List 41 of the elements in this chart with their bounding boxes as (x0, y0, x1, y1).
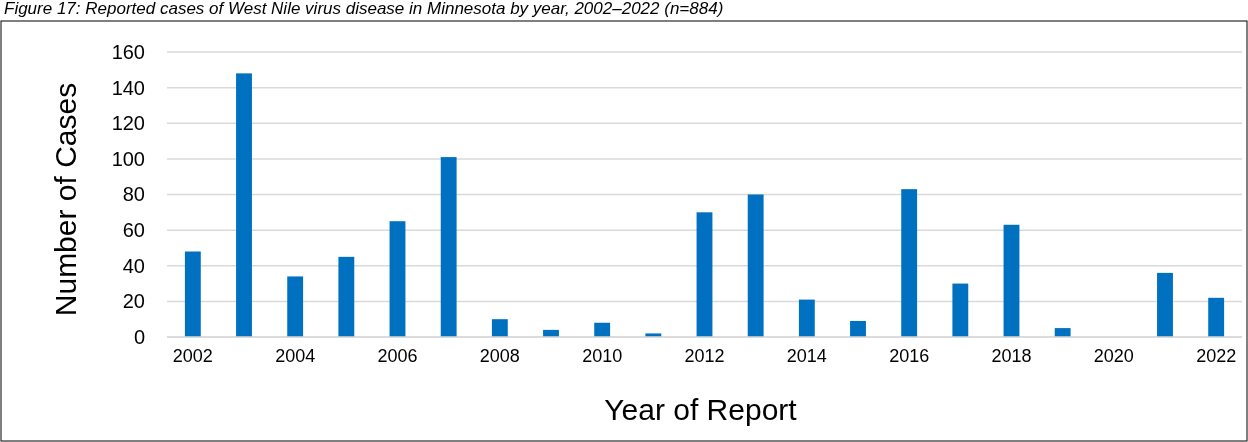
bar (747, 194, 764, 337)
bar (696, 212, 713, 337)
bar (594, 322, 611, 337)
bar (287, 276, 304, 337)
bar (952, 283, 969, 337)
bar (440, 157, 457, 337)
bar (184, 251, 201, 337)
y-tick-label: 120 (111, 112, 145, 135)
bar (798, 299, 815, 337)
y-tick-label: 80 (122, 183, 145, 206)
x-tick-label: 2010 (582, 345, 623, 366)
y-tick-label: 140 (111, 76, 145, 99)
chart-title: Figure 17: Reported cases of West Nile virus disease in Minnesota by year, 2002–2022 (n=884) (4, 0, 724, 18)
bar (1054, 328, 1071, 337)
bar (236, 73, 252, 337)
x-tick-label: 2014 (786, 345, 827, 366)
x-tick-label: 2018 (991, 345, 1032, 366)
y-tick-label: 20 (122, 290, 145, 313)
bar (901, 189, 918, 337)
bar (1157, 272, 1173, 337)
x-tick-label: 2002 (172, 345, 213, 366)
bar (389, 221, 406, 337)
y-axis-title: Number of Cases (49, 82, 82, 317)
x-tick-label: 2020 (1093, 345, 1134, 366)
x-tick-label: 2022 (1196, 345, 1237, 366)
y-tick-label: 60 (122, 219, 145, 242)
x-tick-label: 2008 (479, 345, 520, 366)
x-tick-label: 2006 (377, 345, 418, 366)
bar (1003, 224, 1020, 337)
bar (850, 320, 866, 337)
y-tick-label: 160 (111, 40, 145, 63)
bar (491, 319, 508, 337)
y-tick-label: 40 (122, 254, 145, 277)
bar (1208, 297, 1225, 337)
bar (338, 256, 355, 337)
x-tick-label: 2012 (684, 345, 725, 366)
x-axis-title: Year of Report (604, 393, 798, 426)
x-tick-label: 2004 (275, 345, 316, 366)
y-tick-label: 0 (133, 325, 145, 348)
x-tick-label: 2016 (889, 345, 930, 366)
y-tick-label: 100 (111, 147, 145, 170)
